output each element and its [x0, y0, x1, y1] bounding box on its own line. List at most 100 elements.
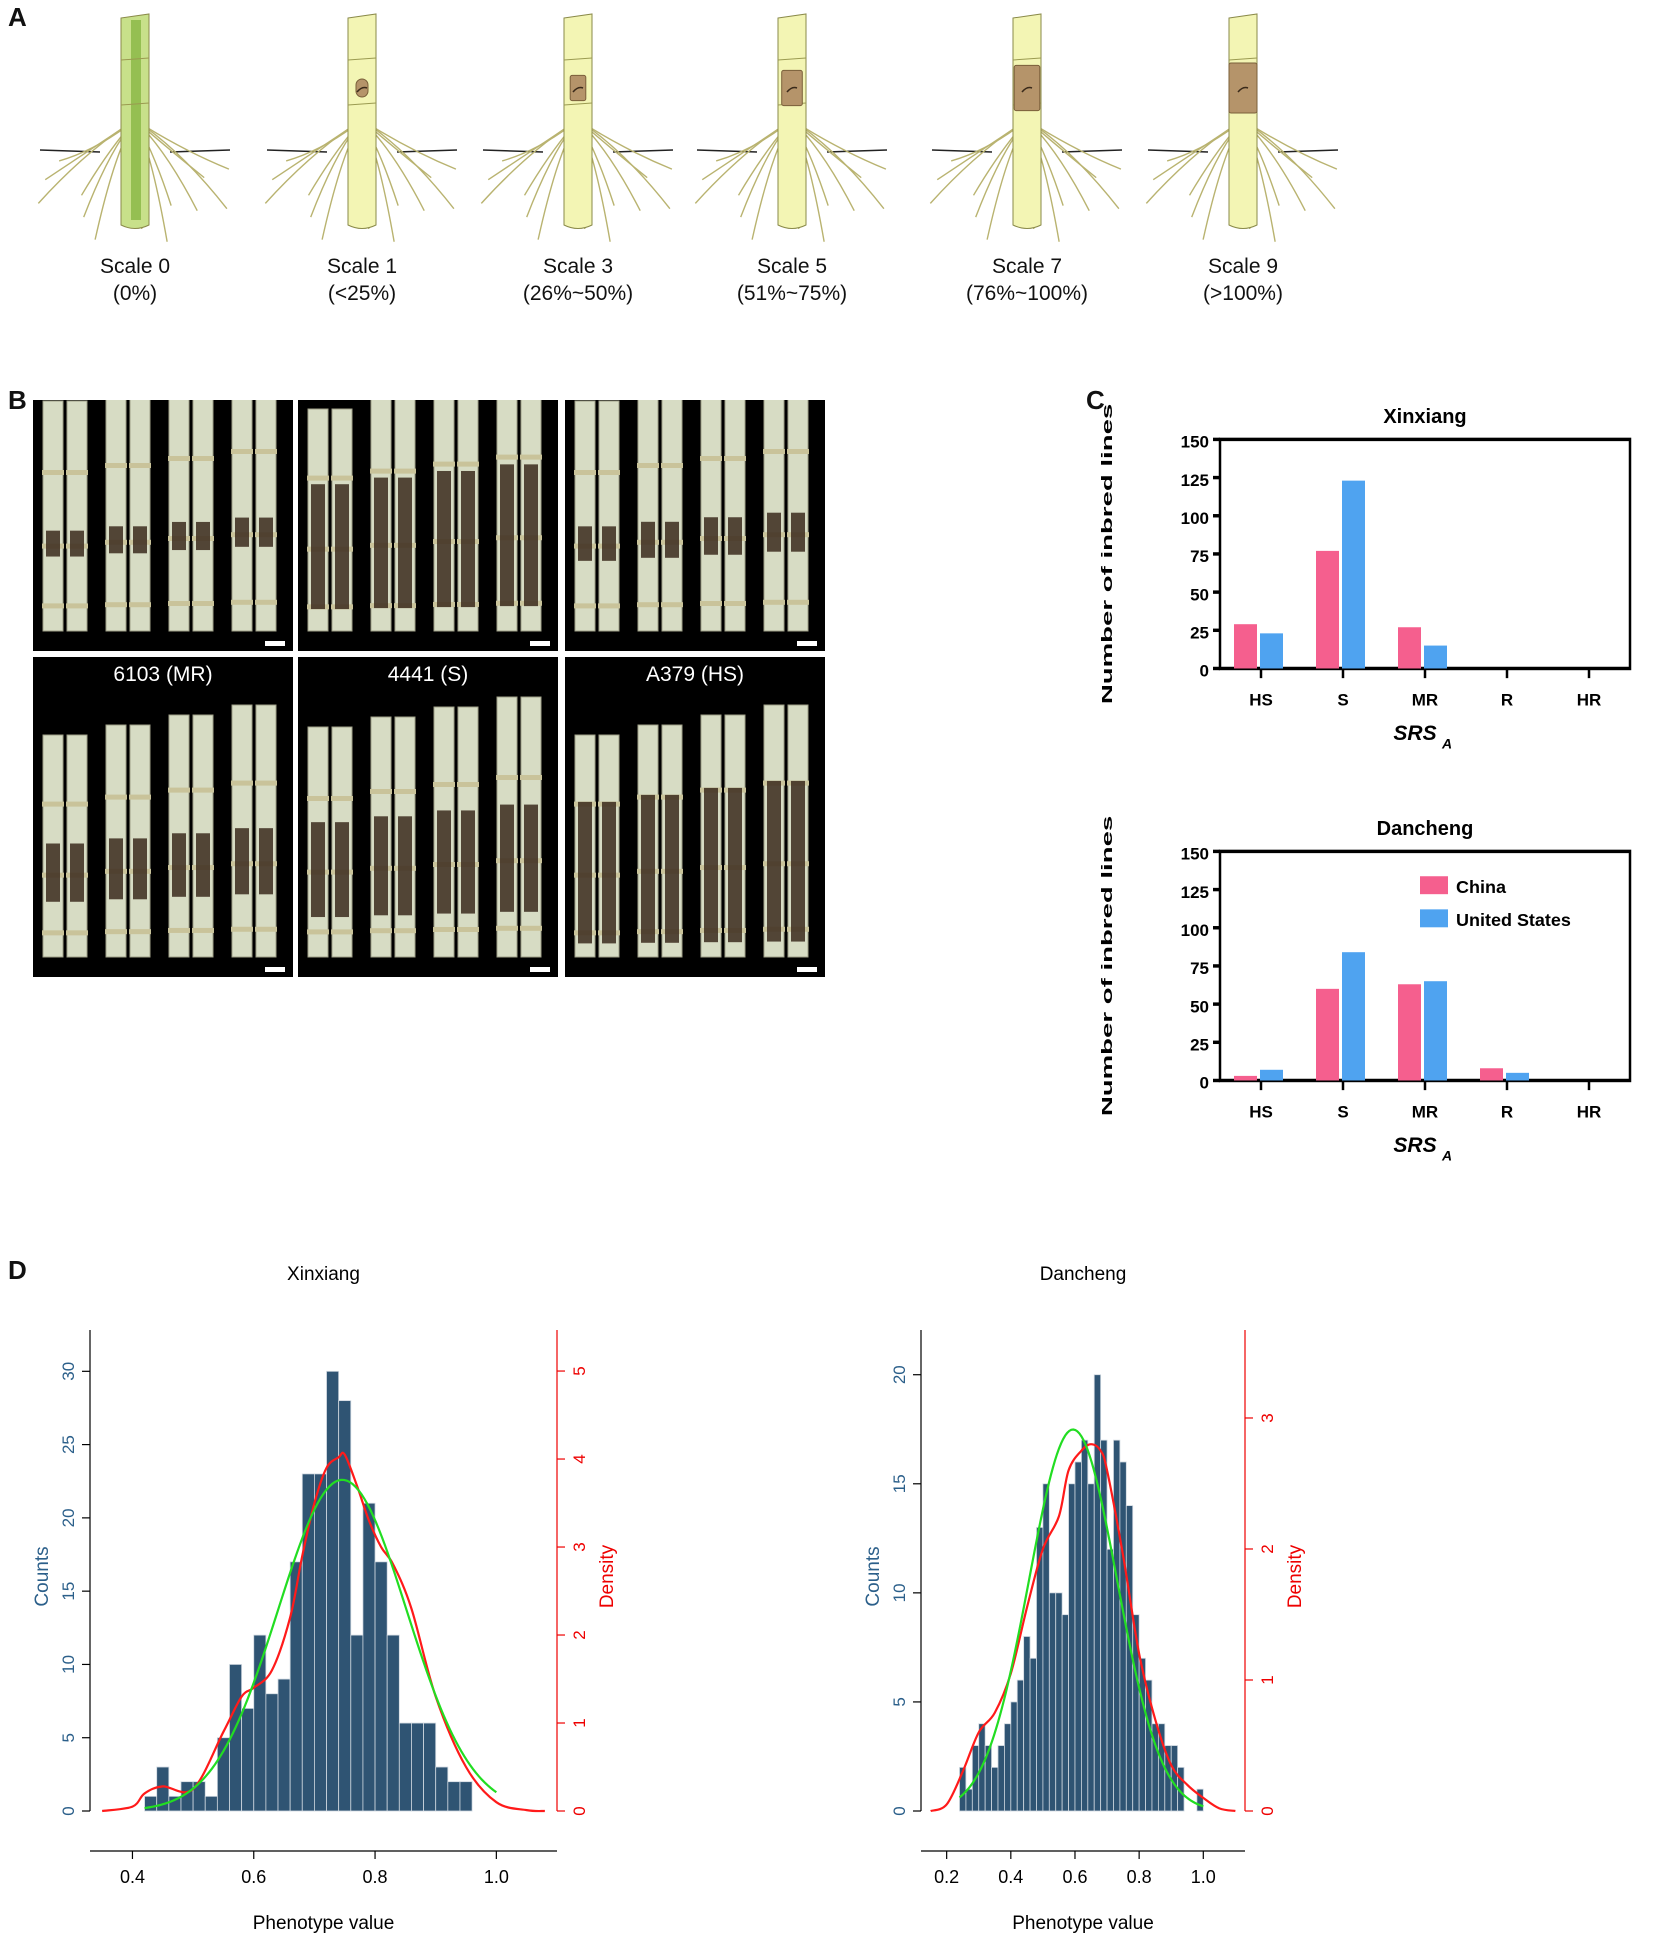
photo-title: A379 (HS)	[646, 663, 744, 686]
stalk-lesion	[196, 521, 210, 551]
stalk-node	[724, 456, 746, 461]
stalk	[777, 13, 807, 229]
density-tick-label: 3	[570, 1542, 589, 1551]
chart-dancheng-srs: Dancheng 0 25 50 75 100 125 150 HS S MR R HR SRS A Numb…	[1099, 816, 1632, 1164]
stalk-node	[347, 102, 377, 106]
bar-united-states	[1260, 1069, 1283, 1081]
x-tick-label: 0.6	[241, 1867, 266, 1887]
x-tick-label: 0.4	[998, 1867, 1023, 1887]
scale-caption: Scale 7 (76%~100%)	[927, 253, 1127, 307]
panel-label-d: D	[8, 1255, 27, 1285]
stalk-lesion	[70, 843, 84, 902]
stalk-piece	[724, 400, 746, 632]
stalk-node	[231, 449, 253, 454]
stalk-piece	[598, 400, 620, 632]
bar-united-states	[1342, 480, 1365, 669]
stalk-lesion	[109, 526, 123, 554]
x-tick-label: S	[1337, 691, 1348, 710]
stalk-lesion	[133, 838, 147, 900]
stalk-node	[105, 929, 127, 935]
stalk-node	[255, 449, 277, 454]
stalk-photo: 6103 (MR)	[33, 657, 293, 977]
stalk-lesion	[109, 838, 123, 900]
scale-bar	[265, 641, 285, 646]
legend-label: China	[1456, 877, 1507, 897]
stalk-node	[42, 470, 64, 475]
x-tick-label: 0.4	[120, 1867, 145, 1887]
stalk-node	[598, 470, 620, 475]
stalk-node	[307, 929, 329, 935]
y-tick-label: 0	[59, 1806, 78, 1815]
histogram-bar	[991, 1766, 999, 1812]
stalk-lesion	[602, 801, 616, 944]
scale-name: Scale 0	[99, 255, 171, 278]
stalk-node	[457, 927, 479, 932]
y-tick-label: 0	[890, 1806, 909, 1815]
soil-line-right	[612, 149, 674, 153]
stalk-lesion	[602, 526, 616, 561]
soil-line-left	[1147, 149, 1209, 153]
density-tick-label: 5	[570, 1366, 589, 1375]
chart-xinxiang-srs: Xinxiang 0 25 50 75 100 125 150 HS S MR R HR SRS A Numb…	[1099, 404, 1632, 752]
stalk-node	[255, 599, 277, 605]
y-axis-label: Number of inbred lines	[1099, 404, 1115, 704]
stalk-node	[724, 601, 746, 606]
histogram-bar	[1196, 1788, 1204, 1812]
y-tick-label: 30	[59, 1362, 78, 1381]
legend-swatch	[1420, 909, 1448, 928]
stalk-piece	[574, 400, 596, 632]
soil-line-left	[696, 149, 758, 153]
scale-name: Scale 7	[991, 255, 1063, 278]
stalk-lesion	[398, 816, 412, 916]
stalk-lesion	[259, 517, 273, 547]
stalk-photo: Qi319 (R-Ctl)	[33, 400, 293, 651]
stalk-photo: A379 (HS)	[565, 657, 825, 977]
y-axis-label-right: Density	[597, 1544, 618, 1608]
stalk-node	[129, 463, 151, 468]
stalk-lesion	[665, 521, 679, 558]
y-tick-label: 5	[890, 1697, 909, 1706]
normal-curve	[144, 1478, 498, 1810]
y-tick-label: 150	[1181, 845, 1209, 864]
stalk	[1012, 13, 1042, 229]
stalk-lesion	[437, 810, 451, 914]
stalk-node	[42, 801, 64, 807]
x-tick-label: 0.2	[934, 1867, 959, 1887]
scale-bar	[797, 641, 817, 646]
stalk-piece	[168, 400, 190, 632]
stalk-node	[370, 468, 392, 474]
stalk-node	[433, 927, 455, 932]
histogram-bar	[204, 1795, 218, 1812]
x-tick-label: 1.0	[484, 1867, 509, 1887]
stalk-lesion	[500, 804, 514, 912]
scale-name: Scale 3	[542, 255, 614, 278]
stalk-lesion	[641, 521, 655, 558]
panel-label-b: B	[8, 385, 27, 415]
stalk-lesion	[133, 526, 147, 554]
stalk-node	[637, 463, 659, 468]
histogram-bar	[1080, 1439, 1089, 1812]
x-tick-label: HR	[1577, 1103, 1602, 1122]
stalk-photo: PHT22 (R)	[565, 400, 825, 651]
scale-illustration	[929, 13, 1123, 242]
bar-china	[1480, 1068, 1503, 1081]
stalk-node	[574, 603, 596, 609]
stalk-node	[700, 601, 722, 606]
x-axis-label: Phenotype value	[1012, 1913, 1154, 1934]
chart-content: Dancheng 0 25 50 75 100 125 150 HS S MR R HR SRS A Numb…	[1099, 816, 1632, 1164]
stalk-lesion	[791, 780, 805, 942]
histogram-bar	[447, 1781, 461, 1812]
x-tick-label: MR	[1412, 1103, 1438, 1122]
histogram-bar	[241, 1708, 255, 1812]
stalk-lesion	[500, 464, 514, 607]
histogram-bar	[265, 1693, 279, 1812]
stalk-node	[307, 475, 329, 481]
scale-caption: Scale 1 (<25%)	[262, 253, 462, 307]
stalk-node	[129, 929, 151, 935]
stalk-node	[168, 601, 190, 606]
panel-a-illustration	[37, 13, 1339, 242]
stalk-node	[433, 782, 455, 787]
stalk	[563, 13, 593, 229]
stalk-node	[637, 602, 659, 608]
stalk-lesion	[70, 530, 84, 557]
